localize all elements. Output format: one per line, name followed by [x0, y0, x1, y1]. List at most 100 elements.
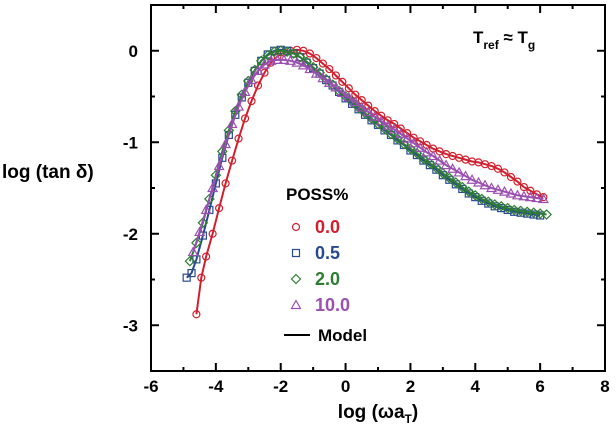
data-point [262, 49, 274, 61]
data-point [310, 67, 322, 78]
data-point [343, 91, 355, 102]
data-point [421, 146, 433, 157]
data-series [182, 45, 552, 319]
data-point [191, 237, 202, 249]
data-point [479, 179, 491, 190]
data-point [338, 77, 347, 86]
legend-marker-triangle [290, 299, 302, 310]
data-point [239, 86, 251, 97]
data-point [356, 101, 368, 112]
data-point [312, 53, 321, 63]
plot-frame [150, 4, 606, 372]
data-point [233, 100, 245, 111]
data-point [370, 107, 379, 116]
data-point [463, 186, 475, 198]
model-curve [192, 58, 544, 253]
data-point [281, 46, 293, 58]
data-point [537, 193, 549, 204]
data-point [331, 71, 340, 80]
y-axis-title: log (tan δ) [2, 162, 94, 183]
data-point [395, 128, 407, 139]
model-curve [188, 49, 547, 262]
data-point [437, 168, 449, 179]
data-point [498, 185, 510, 196]
data-point [278, 54, 290, 65]
data-point [424, 157, 436, 169]
data-point [275, 45, 287, 57]
data-point [469, 189, 481, 201]
x-tick-label: 2 [406, 377, 415, 396]
data-point [513, 177, 522, 186]
data-point [485, 182, 498, 193]
data-point [349, 96, 361, 107]
data-point [253, 81, 263, 90]
y-tick-label: -2 [123, 225, 138, 244]
data-point [383, 116, 392, 125]
legend-items: 0.0 0.5 2.0 10.0 [290, 217, 350, 315]
data-point [492, 184, 504, 194]
data-point [534, 208, 546, 219]
axis-tick-labels: -6 -4 -2 0 2 4 6 8 0 -1 -2 -3 [123, 42, 610, 396]
data-point [408, 137, 420, 148]
data-point [473, 176, 485, 187]
y-tick-label: 0 [129, 42, 138, 61]
x-axis-title: log (ωaT) [338, 402, 418, 426]
data-point [317, 72, 329, 83]
data-point [202, 252, 211, 261]
data-point [265, 55, 277, 65]
data-point [213, 160, 225, 171]
x-tick-label: -2 [273, 377, 288, 396]
data-point [528, 207, 540, 219]
data-point [427, 150, 439, 161]
data-point [431, 162, 442, 174]
data-point [291, 56, 303, 67]
data-point [382, 120, 394, 130]
data-point [506, 172, 516, 182]
data-point [187, 246, 199, 257]
data-point [526, 186, 535, 195]
data-point [379, 123, 390, 134]
data-point [304, 63, 316, 74]
data-point [390, 119, 399, 129]
legend-label: 10.0 [315, 295, 350, 315]
data-point [450, 177, 462, 188]
data-point [192, 310, 201, 319]
y-tick-label: -3 [123, 316, 138, 335]
data-point [204, 193, 215, 205]
data-point [330, 81, 342, 92]
data-point [325, 64, 334, 74]
data-point [434, 154, 446, 165]
data-point [508, 204, 520, 216]
data-point [500, 168, 509, 177]
data-point [200, 204, 212, 215]
model-curve [195, 48, 544, 315]
data-point [227, 156, 237, 165]
data-point [447, 163, 459, 173]
legend-marker-circle [291, 222, 301, 232]
data-point [296, 53, 305, 62]
legend-title: POSS% [286, 185, 348, 204]
data-point [215, 204, 224, 213]
y-tick-label: -1 [123, 133, 138, 152]
temperature-annotation: Tref ≈ Tg [473, 28, 535, 52]
data-point [247, 96, 256, 106]
legend-marker-square [291, 248, 301, 258]
data-point [208, 229, 217, 238]
data-point [372, 118, 384, 130]
data-point [297, 59, 309, 70]
data-point [271, 54, 283, 65]
x-tick-label: 4 [471, 377, 481, 396]
data-point [182, 273, 191, 282]
legend-model-label: Model [318, 326, 367, 345]
data-point [518, 190, 530, 201]
data-point [305, 49, 314, 58]
data-point [362, 106, 374, 117]
data-point [318, 59, 327, 68]
axis-ticks [150, 4, 606, 372]
data-point [294, 51, 306, 63]
data-point [364, 101, 373, 110]
data-point [197, 273, 206, 282]
data-point [226, 118, 238, 129]
data-point [524, 191, 536, 202]
